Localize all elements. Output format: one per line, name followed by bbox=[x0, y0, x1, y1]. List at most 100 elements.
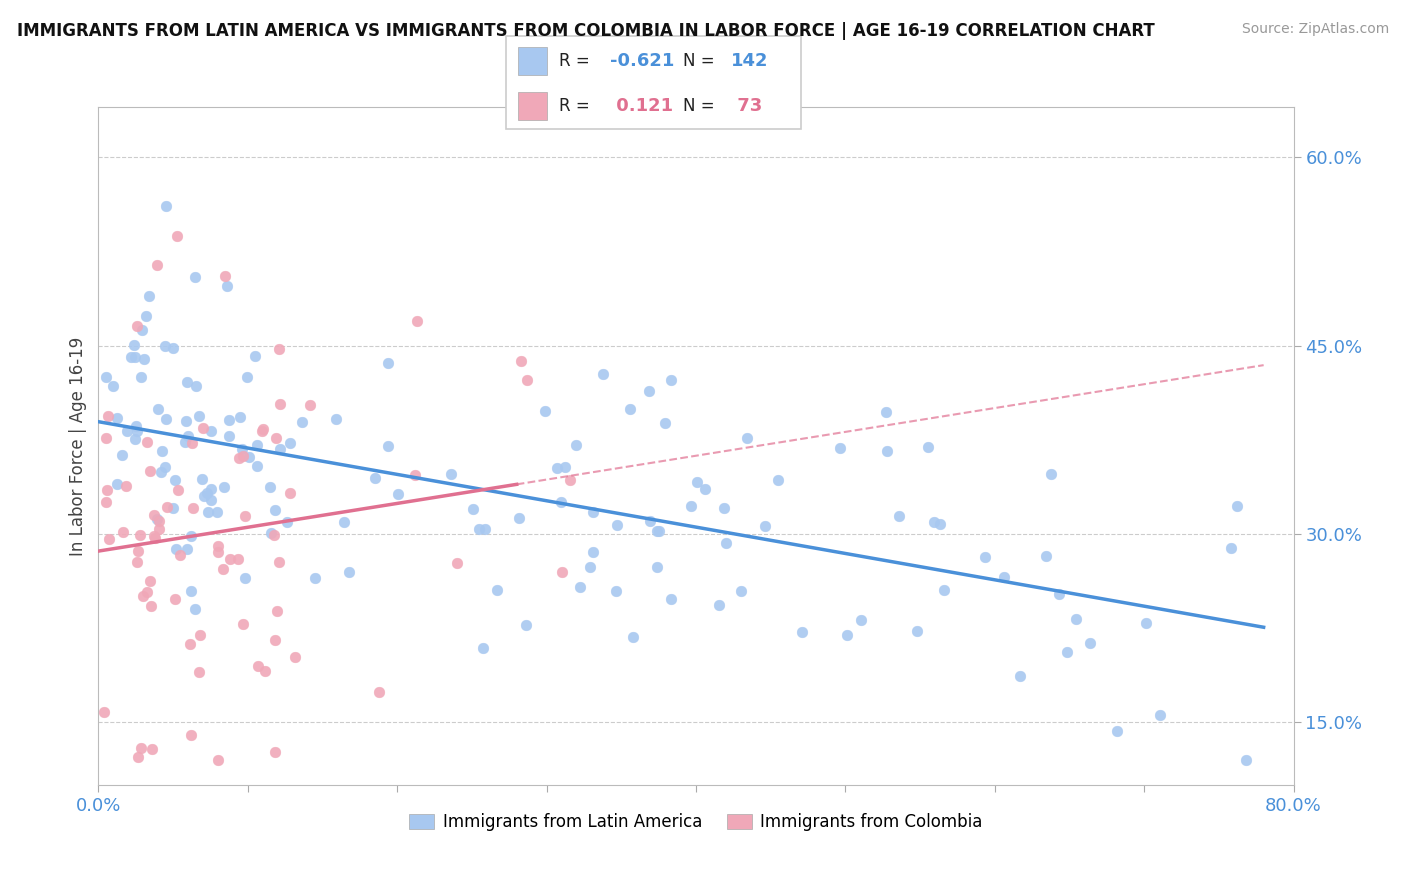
Point bbox=[645, 524, 668, 538]
Point bbox=[207, 539, 229, 553]
Point bbox=[176, 375, 198, 389]
Point bbox=[138, 288, 160, 302]
Point bbox=[1105, 724, 1128, 739]
Point bbox=[325, 412, 347, 426]
Point bbox=[337, 565, 360, 579]
Point bbox=[515, 618, 537, 632]
Point bbox=[693, 482, 716, 496]
Point bbox=[754, 519, 776, 533]
Point bbox=[737, 431, 759, 445]
Point bbox=[124, 418, 146, 433]
Point bbox=[162, 341, 184, 355]
Point bbox=[169, 548, 191, 562]
Point bbox=[278, 435, 301, 450]
Point bbox=[619, 401, 641, 416]
Point bbox=[266, 604, 288, 618]
Point bbox=[714, 536, 737, 550]
Point bbox=[127, 750, 149, 764]
Point bbox=[486, 582, 509, 597]
FancyBboxPatch shape bbox=[517, 47, 547, 75]
Point bbox=[142, 529, 165, 543]
Point bbox=[929, 517, 952, 532]
Point bbox=[127, 555, 149, 569]
Point bbox=[183, 270, 205, 285]
Point bbox=[173, 434, 195, 449]
Point bbox=[546, 461, 568, 475]
Point bbox=[115, 478, 138, 492]
Point bbox=[269, 342, 291, 356]
Point bbox=[276, 515, 298, 529]
Point bbox=[148, 522, 170, 536]
Point bbox=[139, 464, 162, 478]
Point bbox=[135, 309, 157, 323]
Point bbox=[1226, 499, 1249, 513]
Point bbox=[129, 369, 152, 384]
Point bbox=[165, 591, 187, 606]
Point bbox=[1008, 669, 1031, 683]
Point bbox=[122, 338, 145, 352]
Point bbox=[581, 505, 603, 519]
Point bbox=[131, 322, 153, 336]
Point bbox=[368, 685, 391, 699]
Point bbox=[233, 571, 256, 585]
Point bbox=[446, 556, 468, 570]
Text: -0.621: -0.621 bbox=[610, 52, 673, 70]
Point bbox=[139, 599, 162, 614]
Point bbox=[1035, 549, 1057, 563]
Point bbox=[578, 560, 600, 574]
Point bbox=[200, 493, 222, 508]
Point bbox=[188, 409, 211, 423]
Point bbox=[993, 569, 1015, 583]
Point bbox=[551, 565, 574, 579]
Point bbox=[974, 550, 997, 565]
Point bbox=[150, 444, 173, 458]
Point bbox=[124, 351, 146, 365]
Point bbox=[565, 437, 588, 451]
Point bbox=[471, 640, 494, 655]
Point bbox=[134, 352, 156, 367]
Point bbox=[828, 442, 851, 456]
Point bbox=[283, 649, 305, 664]
Point bbox=[111, 525, 134, 540]
Point bbox=[165, 541, 187, 556]
Point bbox=[226, 552, 249, 566]
Point bbox=[648, 524, 671, 538]
Point bbox=[212, 480, 235, 494]
Point bbox=[142, 508, 165, 523]
Text: R =: R = bbox=[560, 97, 595, 115]
Point bbox=[508, 510, 530, 524]
Point bbox=[637, 384, 659, 399]
Point bbox=[364, 471, 387, 485]
Point bbox=[905, 624, 928, 639]
Point bbox=[887, 508, 910, 523]
Point bbox=[592, 368, 614, 382]
Point bbox=[730, 583, 752, 598]
Point bbox=[190, 472, 212, 486]
Point bbox=[304, 571, 326, 585]
Point bbox=[105, 477, 128, 491]
Point bbox=[387, 487, 409, 501]
Point bbox=[922, 515, 945, 529]
Point bbox=[766, 473, 789, 487]
Point bbox=[243, 349, 266, 363]
Point bbox=[197, 505, 219, 519]
Point bbox=[550, 495, 572, 509]
Point bbox=[876, 443, 898, 458]
Point bbox=[231, 442, 253, 456]
Point bbox=[166, 228, 188, 243]
Point bbox=[474, 522, 496, 536]
Point bbox=[179, 637, 201, 651]
Point bbox=[1040, 467, 1063, 481]
Point bbox=[155, 199, 177, 213]
Point bbox=[96, 494, 118, 508]
Point bbox=[259, 480, 281, 494]
Point bbox=[250, 424, 273, 438]
Point bbox=[440, 467, 463, 481]
Point bbox=[461, 502, 484, 516]
Point bbox=[269, 555, 291, 569]
Point bbox=[188, 628, 211, 642]
Point bbox=[180, 529, 202, 543]
Point bbox=[264, 632, 287, 647]
Point bbox=[127, 424, 149, 438]
Point bbox=[554, 460, 576, 475]
